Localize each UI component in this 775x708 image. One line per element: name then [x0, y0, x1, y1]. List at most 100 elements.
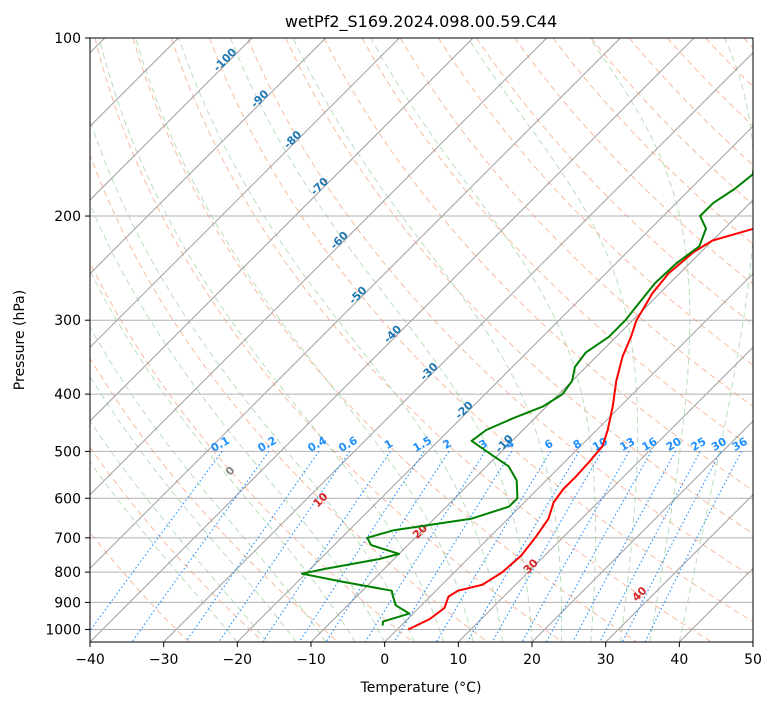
dry-adiabat-line [90, 357, 339, 642]
background-line-labels: 0.1 0.2 0.4 0.6 1 1.5 2 3 4 6 8 10 13 16 20 25 30 36-100-… [209, 45, 750, 604]
dry-adiabat-line [90, 531, 190, 642]
y-tick-label: 300 [54, 313, 81, 329]
moist-adiabats [90, 38, 753, 642]
y-tick-label: 1000 [45, 622, 81, 638]
x-tick-label: 40 [670, 652, 688, 668]
x-axis-label: Temperature (°C) [360, 680, 482, 696]
x-tick-label: 30 [597, 652, 615, 668]
mixing-ratio-line [185, 451, 320, 642]
dry-adiabat-line [552, 38, 753, 245]
plot-frame [89, 37, 754, 643]
moist-adiabat-line [90, 326, 327, 642]
y-axis-ticks: 100 200 300 400 500 600 700 800 900 1000 [45, 31, 90, 638]
dry-adiabat-line [437, 38, 753, 366]
moist-adiabat-line [90, 203, 386, 642]
mixing-ratio-line [90, 451, 223, 632]
moist-adiabat-line [178, 38, 503, 642]
x-tick-label: −40 [75, 652, 105, 668]
mixing-ratio-line [218, 451, 351, 642]
moist-adiabat-line [370, 38, 597, 642]
dry-adiabat-line [90, 153, 488, 642]
isotherm-line [90, 38, 253, 201]
y-tick-label: 500 [54, 444, 81, 460]
mixing-ratio-line [435, 451, 552, 642]
mixing-ratio-line [131, 451, 270, 642]
isotherm-line [90, 38, 695, 642]
y-tick-label: 100 [54, 31, 81, 47]
temperature-profile-line [407, 227, 753, 631]
mixing-ratio-line [621, 451, 722, 642]
dry-adiabat-line [667, 38, 753, 127]
x-tick-label: 20 [523, 652, 541, 668]
mixing-ratio-line [572, 451, 676, 642]
isotherm-line [236, 125, 753, 642]
dry-adiabat-line [743, 38, 753, 49]
isotherm-label: -70 [308, 175, 331, 198]
y-tick-label: 800 [54, 565, 81, 581]
moist-adiabat-line [589, 38, 691, 642]
mixing-ratio-line [393, 451, 513, 642]
dewpoint-profile-line [300, 163, 753, 626]
isotherm-label: -50 [346, 284, 369, 307]
mixing-ratio-line [364, 451, 486, 642]
isotherm-line [90, 38, 400, 349]
isotherm-line [90, 38, 474, 422]
x-tick-label: 0 [380, 652, 389, 668]
isotherm-line [457, 346, 753, 642]
y-axis-label: Pressure (hPa) [12, 290, 28, 390]
x-axis-ticks: −40 −30 −20 −10 0 10 20 30 40 50 [75, 642, 762, 668]
isobars [90, 38, 753, 630]
mixing-ratio-label: 6 [542, 437, 555, 452]
y-tick-label: 600 [54, 491, 81, 507]
x-tick-label: −20 [223, 652, 253, 668]
moist-adiabat-line [678, 38, 753, 642]
isotherm-line [90, 38, 621, 570]
x-tick-label: −10 [296, 652, 326, 668]
dry-adiabat-line [399, 38, 753, 408]
moist-adiabat-line [135, 38, 474, 642]
isotherm-line [752, 641, 753, 642]
isotherms [90, 38, 753, 642]
isotherm-label: -80 [281, 128, 304, 151]
moist-adiabat-line [229, 38, 533, 642]
isotherm-line [310, 199, 753, 642]
y-tick-label: 200 [54, 209, 81, 225]
moist-adiabat-line [467, 38, 639, 642]
isotherm-line [163, 51, 753, 642]
mixing-ratio-line [467, 451, 580, 642]
dry-adiabat-line [90, 261, 414, 642]
dry-adiabat-line [285, 38, 753, 535]
y-tick-label: 400 [54, 387, 81, 403]
dry-adiabat-line [170, 38, 712, 642]
isotherm-line [90, 38, 327, 275]
isotherm-label: -90 [248, 87, 271, 110]
mixing-ratio-line [521, 451, 630, 642]
dry-adiabat-line [323, 38, 753, 492]
moist-adiabat-line [98, 38, 445, 642]
isotherm-line [90, 38, 548, 496]
isotherm-label: -40 [381, 322, 404, 345]
isotherm-line [605, 493, 753, 642]
isotherm-label: -60 [328, 229, 351, 252]
dry-adiabat-line [132, 38, 638, 642]
dry-adiabat-line [94, 38, 563, 642]
moist-adiabat-line [292, 38, 563, 642]
moist-adiabat-line [90, 375, 297, 642]
x-tick-label: 10 [449, 652, 467, 668]
dry-adiabat-line [705, 38, 753, 88]
dry-adiabat-line [209, 38, 753, 623]
plot-area: 0.1 0.2 0.4 0.6 1 1.5 2 3 4 6 8 10 13 16 20 25 30 36-100-… [90, 38, 753, 642]
mixing-ratio-label: 2 [441, 437, 454, 452]
dry-adiabat-line [590, 38, 753, 206]
mixing-ratio-line [491, 451, 603, 642]
mixing-ratio-line [545, 451, 652, 642]
moist-adiabat-line [90, 461, 238, 642]
y-tick-label: 700 [54, 531, 81, 547]
chart-title: wetPf2_S169.2024.098.00.59.C44 [285, 12, 557, 32]
moist-adiabat-line [90, 420, 268, 642]
moist-adiabat-line [90, 269, 356, 642]
isotherm-line [678, 567, 753, 642]
isotherm-line [384, 272, 753, 642]
mixing-ratio-line [325, 451, 450, 642]
